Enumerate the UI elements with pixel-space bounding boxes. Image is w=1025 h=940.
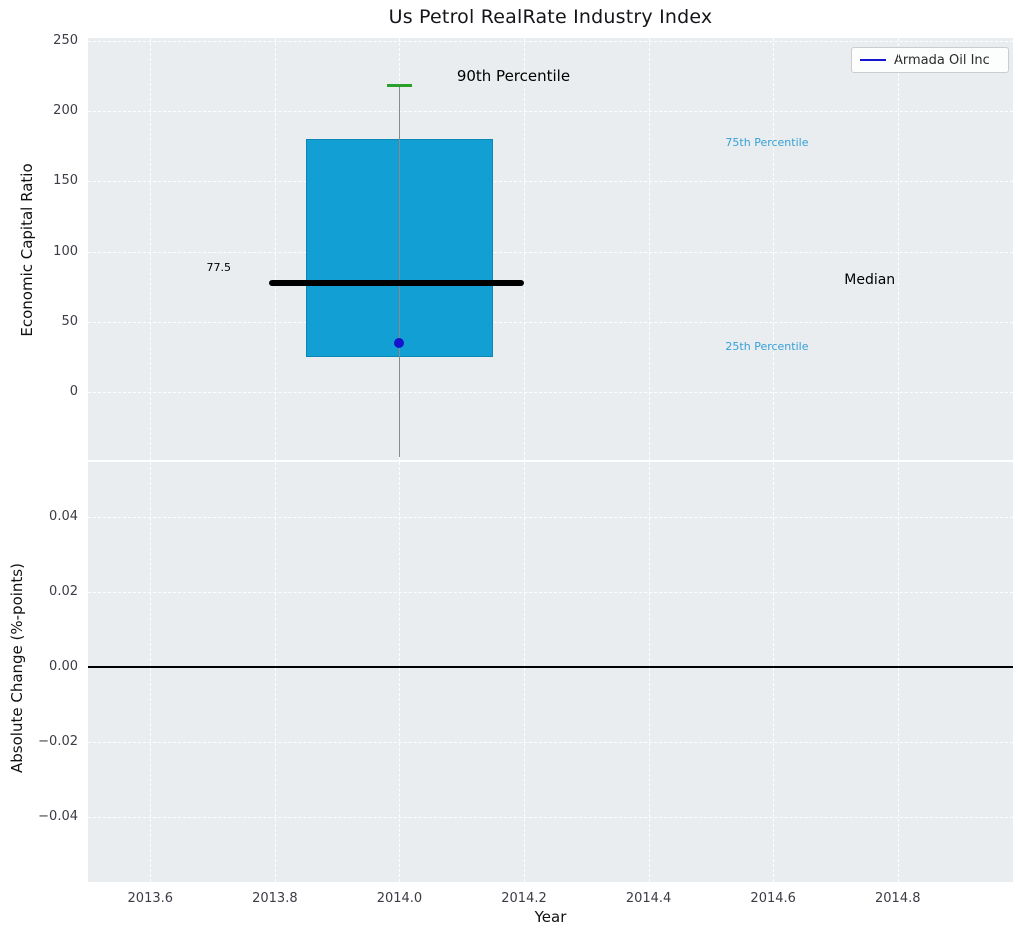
y-tick-label: 0.02 xyxy=(49,584,78,600)
y-axis-label-bottom: Absolute Change (%-points) xyxy=(8,563,26,773)
annotation-25th-percentile-label: 25th Percentile xyxy=(725,339,809,353)
y-tick-label: 0 xyxy=(69,384,78,400)
x-tick-label: 2013.6 xyxy=(127,891,174,906)
annotation-median-label: Median xyxy=(844,271,896,288)
y-tick-label: −0.04 xyxy=(38,809,78,825)
bottom-plot-area xyxy=(88,462,1013,882)
y-tick-label: 0.00 xyxy=(49,659,78,675)
y-tick-label: 0.04 xyxy=(49,509,78,525)
x-axis-label: Year xyxy=(534,908,567,926)
x-tick-label: 2014.6 xyxy=(750,891,796,906)
company-point xyxy=(394,338,405,349)
y-tick-label: 100 xyxy=(53,243,78,259)
y-tick-label: 250 xyxy=(53,32,78,48)
x-tick-label: 2014.8 xyxy=(875,891,921,906)
legend-line-sample xyxy=(860,59,886,61)
whisker-cap xyxy=(386,84,412,88)
annotation-median-value-label: 77.5 xyxy=(206,260,232,274)
y-tick-label: 50 xyxy=(61,314,78,330)
median-line xyxy=(268,280,524,287)
y-tick-label: 150 xyxy=(53,173,78,189)
legend-label: Armada Oil Inc xyxy=(894,52,990,68)
x-tick-label: 2013.8 xyxy=(252,891,298,906)
legend: Armada Oil Inc xyxy=(851,47,1009,73)
x-tick-label: 2014.0 xyxy=(376,891,423,906)
whisker-line xyxy=(398,85,401,458)
x-tick-label: 2014.2 xyxy=(501,891,547,906)
y-tick-label: 200 xyxy=(53,103,78,119)
annotation-90th-percentile-label: 90th Percentile xyxy=(456,67,571,86)
top-plot-area xyxy=(88,38,1013,460)
y-tick-label: −0.02 xyxy=(38,734,78,750)
x-tick-label: 2014.4 xyxy=(625,891,672,906)
zero-line xyxy=(88,666,1013,668)
annotation-75th-percentile-label: 75th Percentile xyxy=(725,135,809,149)
chart-title: Us Petrol RealRate Industry Index xyxy=(388,6,713,28)
